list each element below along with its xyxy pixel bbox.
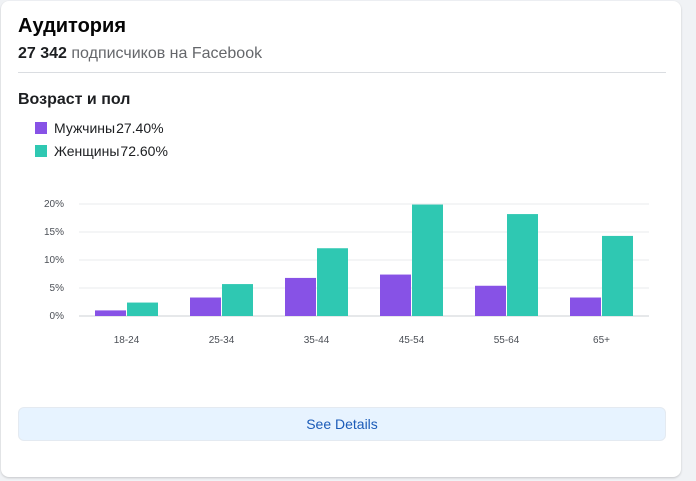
x-tick-label: 18-24 (114, 335, 140, 346)
x-tick-label: 55-64 (494, 335, 520, 346)
subscriber-count: 27 342 (18, 45, 67, 62)
y-tick-label: 10% (44, 255, 64, 266)
see-details-button[interactable]: See Details (18, 407, 666, 441)
bar-women-18-24 (127, 302, 158, 316)
x-tick-label: 25-34 (209, 335, 235, 346)
subscriber-summary: 27 342 подписчиков на Facebook (18, 45, 262, 63)
bar-women-45-54 (412, 204, 443, 316)
bar-women-55-64 (507, 214, 538, 316)
divider (18, 72, 666, 73)
subscriber-text: подписчиков на Facebook (71, 45, 263, 62)
x-tick-label: 35-44 (304, 335, 330, 346)
bar-men-25-34 (190, 297, 221, 316)
y-tick-label: 15% (44, 227, 64, 238)
section-title: Возраст и пол (18, 91, 131, 108)
y-tick-label: 5% (50, 283, 65, 294)
bar-women-35-44 (317, 248, 348, 316)
legend-item-women: Женщины 72.60% (35, 143, 168, 159)
age-gender-bar-chart: 0% 5% 10% 15% 20% 18-24 25-34 35-44 45-54 55-64 65… (44, 199, 649, 346)
bar-men-65+ (570, 297, 601, 316)
bar-women-25-34 (222, 284, 253, 316)
card-title: Аудитория (18, 15, 126, 37)
y-tick-label: 20% (44, 199, 64, 210)
audience-card: Аудитория 27 342 подписчиков на Facebook… (1, 1, 681, 477)
bar-men-45-54 (380, 274, 411, 316)
bar-women-65+ (602, 235, 633, 316)
y-tick-label: 0% (50, 311, 65, 322)
legend-swatch-men (35, 122, 47, 134)
legend-item-men: Мужчины 27.40% (35, 120, 164, 136)
bar-men-35-44 (285, 277, 316, 316)
legend-value-women: 72.60% (120, 143, 168, 159)
bar-men-18-24 (95, 310, 126, 316)
bar-men-55-64 (475, 285, 506, 316)
legend-value-men: 27.40% (116, 120, 164, 136)
legend-swatch-women (35, 145, 47, 157)
legend-label-women: Женщины (54, 143, 120, 159)
x-tick-label: 65+ (593, 335, 610, 346)
x-tick-label: 45-54 (399, 335, 425, 346)
legend-label-men: Мужчины (54, 120, 116, 136)
